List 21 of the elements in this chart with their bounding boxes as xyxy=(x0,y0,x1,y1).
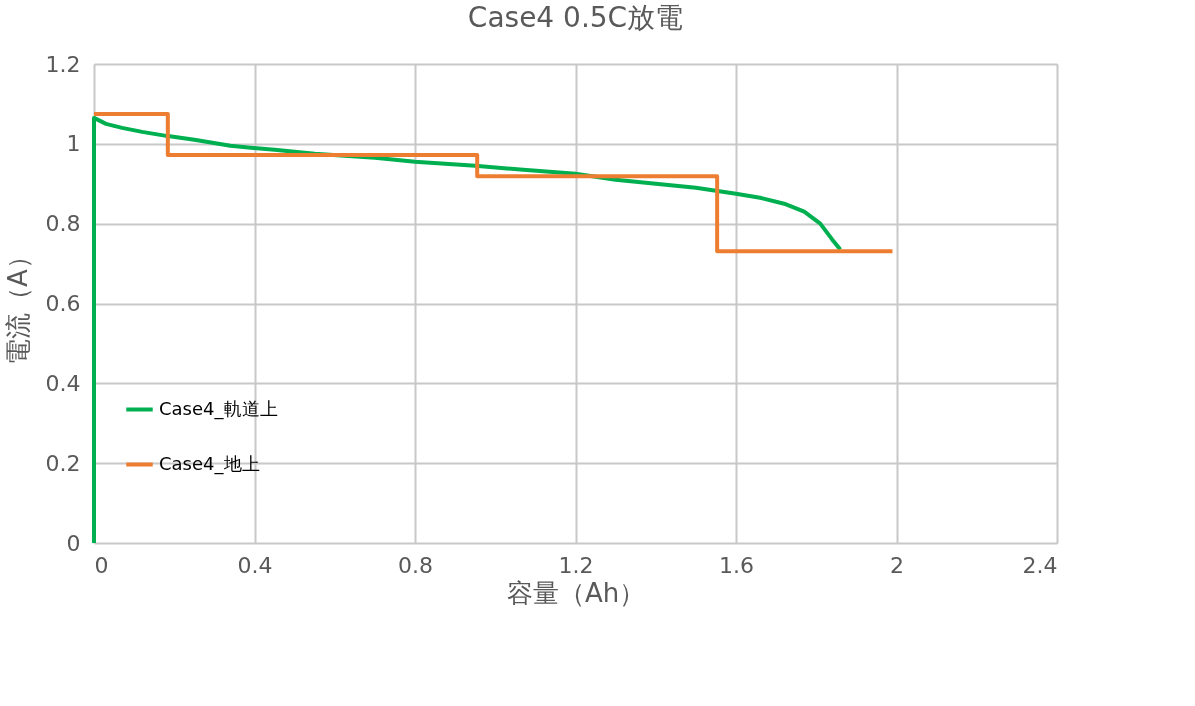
y-tick-label: 0.2 xyxy=(45,450,81,476)
y-tick-label: 1 xyxy=(66,131,81,157)
y-tick-label: 1.2 xyxy=(45,51,81,77)
x-tick-label: 1.2 xyxy=(558,552,594,578)
x-tick-label: 0 xyxy=(94,552,109,578)
y-tick-label: 0.8 xyxy=(45,211,81,237)
y-tick-label: 0.6 xyxy=(45,291,81,316)
x-tick-label: 2.4 xyxy=(1022,552,1058,578)
y-tick-label: 0.4 xyxy=(45,370,81,396)
line-series xyxy=(92,115,843,545)
y-axis-title: 電流（A） xyxy=(2,243,33,365)
y-tick-label: 0 xyxy=(66,530,81,556)
x-tick-label: 0.8 xyxy=(398,552,433,578)
chart-title: Case4 0.5C放電 xyxy=(467,1,684,34)
x-axis-title: 容量（Ah） xyxy=(506,577,646,608)
line-series xyxy=(92,111,895,254)
legend-label: Case4_地上 xyxy=(159,452,260,475)
x-tick-label: 2 xyxy=(890,552,904,578)
legend-label: Case4_軌道上 xyxy=(159,397,278,420)
x-tick-label: 0.4 xyxy=(237,552,273,578)
x-tick-label: 1.6 xyxy=(719,552,754,578)
